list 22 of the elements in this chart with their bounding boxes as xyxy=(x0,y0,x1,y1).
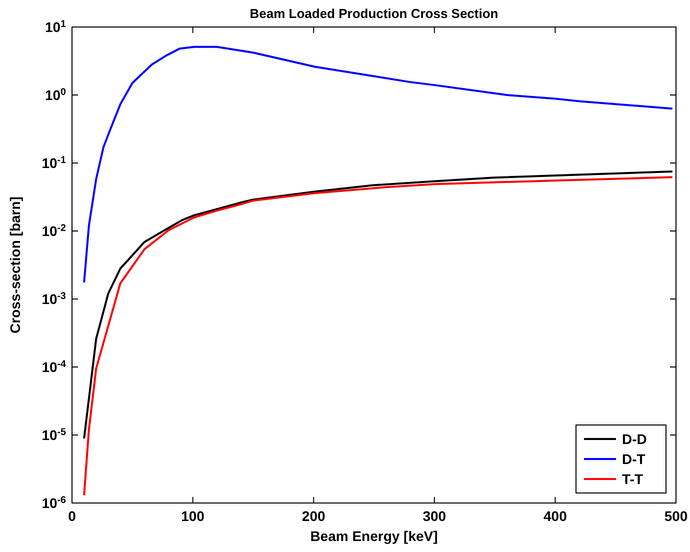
y-tick-label: 10$^{-6}$ xyxy=(42,494,67,511)
x-tick-label: 200 xyxy=(302,508,326,524)
y-tick-label: 10$^{-3}$ xyxy=(42,290,67,307)
line-series xyxy=(83,176,674,496)
y-axis-title: Cross-section [barn] xyxy=(7,196,23,334)
y-tick-label: 10$^{-4}$ xyxy=(42,358,67,375)
line-series xyxy=(83,46,674,284)
legend-label: D-D xyxy=(622,431,647,447)
x-tick-label: 0 xyxy=(68,508,76,524)
y-tick-label: 10$^{-2}$ xyxy=(42,222,67,239)
x-tick-label: 400 xyxy=(544,508,568,524)
legend-label: D-T xyxy=(622,451,646,467)
y-tick-label: 10$^{-5}$ xyxy=(42,426,67,443)
x-tick-label: 500 xyxy=(664,508,688,524)
chart-title: Beam Loaded Production Cross Section xyxy=(250,6,498,21)
y-tick-label: 10$^{-1}$ xyxy=(42,154,67,171)
legend-label: T-T xyxy=(622,471,644,487)
y-tick-label: 10$^{1}$ xyxy=(44,18,67,35)
x-axis-title: Beam Energy [keV] xyxy=(310,528,438,544)
x-tick-label: 300 xyxy=(422,508,446,524)
y-tick-label: 10$^{0}$ xyxy=(44,86,67,103)
x-tick-label: 100 xyxy=(181,508,205,524)
